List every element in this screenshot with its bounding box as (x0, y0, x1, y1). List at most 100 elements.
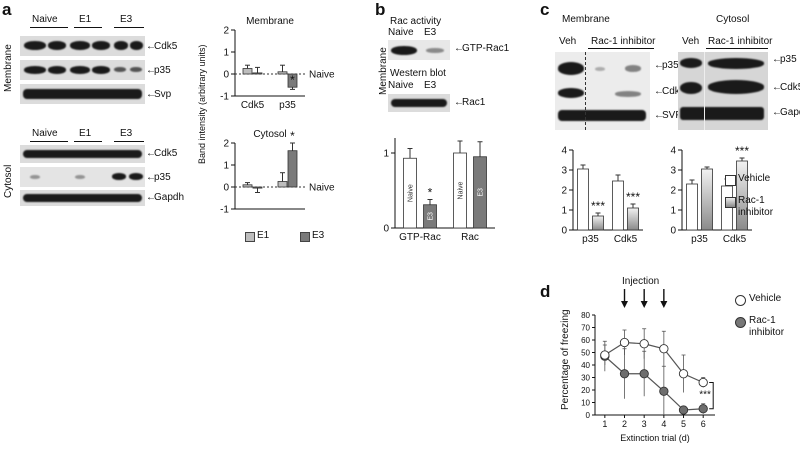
data-point (678, 405, 689, 415)
a-legend-e1: E1 (257, 230, 270, 241)
c-cytosol-label: Cytosol (716, 14, 750, 25)
significance-mark: * (290, 129, 295, 143)
c-cyto-band-cdk5: Cdk5 (780, 82, 800, 93)
b-wb-lane-e3: E3 (424, 80, 437, 91)
y-tick-label: 30 (581, 374, 590, 383)
c-cyto-blot (678, 52, 768, 130)
x-axis-label: Extinction trial (d) (620, 433, 690, 443)
y-tick-label: 60 (581, 336, 590, 345)
significance-mark: * (428, 186, 433, 200)
in-bar-label: E3 (428, 212, 435, 221)
b-blot-rac1 (388, 94, 450, 112)
in-bar-label: Naive (458, 181, 465, 199)
a-cytosol-band-cdk5: Cdk5 (154, 148, 178, 159)
a-membrane-chart: -1 0 1 2 Naive Membrane Cdk5 * p35 (220, 16, 335, 111)
bar (287, 150, 298, 188)
a-membrane-band-p35: p35 (154, 65, 171, 76)
y-tick-label: 1 (561, 206, 567, 217)
x-tick-label: 5 (681, 419, 686, 429)
b-blot-gtp-rac1 (388, 40, 450, 60)
significance-mark: *** (735, 144, 749, 158)
x-tick-label: Rac (461, 232, 479, 243)
panel-a-letter: a (2, 0, 12, 19)
b-chart: 0 1 Naive E3 * GTP-Rac Naive E3 Rac (383, 138, 495, 243)
x-tick-label: p35 (691, 234, 708, 245)
b-lane-naive: Naive (388, 27, 414, 38)
y-tick-label: 1 (223, 161, 229, 172)
c-legend-inhibitor: Rac-1 inhibitor (738, 195, 774, 218)
y-tick-label: 4 (670, 146, 676, 157)
data-point (619, 337, 630, 348)
c-cyto-veh: Veh (682, 36, 700, 47)
bar (277, 71, 288, 75)
data-point (619, 369, 630, 379)
a-membrane-band-cdk5: Cdk5 (154, 41, 178, 52)
y-tick-label: 80 (581, 311, 590, 320)
b-wb-lane-naive: Naive (388, 80, 414, 91)
significance-bracket (709, 382, 714, 410)
bar (252, 186, 263, 189)
c-mem-inhibitor: Rac-1 inhibitor (591, 36, 656, 47)
a-cytosol-chart: -1 0 1 2 Naive Cytosol * (220, 129, 335, 216)
bar (242, 68, 253, 75)
y-tick-label: 2 (670, 186, 676, 197)
a-lane-e1: E1 (79, 14, 92, 25)
injection-arrow-head (640, 301, 648, 308)
reference-line-label: Naive (309, 70, 335, 81)
in-bar-label: E3 (478, 188, 485, 197)
x-tick-label: 3 (642, 419, 647, 429)
y-tick-label: 1 (670, 206, 676, 217)
a-lane-e3: E3 (120, 14, 133, 25)
significance-mark: * (290, 73, 295, 87)
panel-c-letter: c (540, 0, 550, 19)
b-lane-e3: E3 (424, 27, 437, 38)
y-tick-label: 1 (383, 149, 389, 160)
significance-mark: *** (626, 190, 640, 204)
data-point (698, 377, 708, 388)
c-cytosol-chart: 0 1 2 3 4 p35 *** Cdk5 (670, 144, 752, 245)
c-mem-blot (555, 52, 650, 130)
x-tick-label: 1 (602, 419, 607, 429)
c-legend-vehicle: Vehicle (738, 173, 771, 184)
d-injection-label: Injection (622, 276, 660, 287)
y-tick-label: 0 (223, 70, 229, 81)
data-point (678, 369, 689, 379)
y-tick-label: 2 (223, 139, 229, 150)
y-tick-label: -1 (220, 205, 229, 216)
y-tick-label: 0 (383, 224, 389, 235)
y-tick-label: 0 (223, 183, 229, 194)
panel-d-letter: d (540, 282, 551, 301)
data-point (659, 386, 669, 396)
a-legend-e3: E3 (312, 230, 325, 241)
y-tick-label: 50 (581, 349, 590, 358)
injection-arrow-head (660, 301, 668, 308)
y-tick-label: 0 (586, 411, 591, 420)
x-tick-label: p35 (582, 234, 599, 245)
series-line (604, 341, 704, 384)
x-tick-label: GTP-Rac (399, 232, 441, 243)
c-mem-veh: Veh (559, 36, 577, 47)
a-cytosol-band-p35: p35 (154, 172, 171, 183)
a-membrane-label: Membrane (3, 44, 14, 92)
data-point (639, 369, 649, 379)
x-tick-label: Cdk5 (614, 234, 638, 245)
d-legend-vehicle: Vehicle (749, 293, 782, 304)
y-tick-label: 1 (223, 48, 229, 59)
y-tick-label: 10 (581, 399, 590, 408)
reference-line-label: Naive (309, 183, 335, 194)
bar (252, 72, 263, 75)
y-tick-label: 3 (561, 166, 567, 177)
bar (612, 180, 624, 231)
bar (627, 207, 639, 231)
x-tick-label: 6 (701, 419, 706, 429)
a-ylabel: Band intensity (arbitrary units) (197, 44, 207, 164)
d-legend-inhibitor: Rac-1 inhibitor (749, 315, 785, 338)
x-tick-label: Cdk5 (723, 234, 747, 245)
x-tick-label: 4 (661, 419, 666, 429)
x-tick-label: Cdk5 (241, 100, 265, 111)
b-rac-activity: Rac activity (390, 16, 442, 27)
c-mem-band-cdk5: Cdk5 (662, 86, 686, 97)
data-point (698, 404, 708, 414)
x-tick-label: p35 (279, 100, 296, 111)
a-cytosol-label: Cytosol (3, 164, 14, 198)
